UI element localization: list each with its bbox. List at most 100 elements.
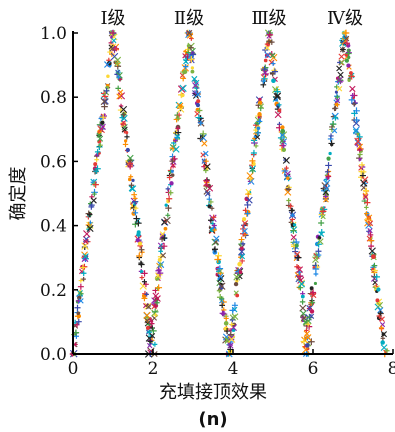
point-marker: [143, 311, 151, 319]
point-marker: [132, 195, 138, 201]
point-marker: [233, 281, 239, 287]
point-marker: [190, 69, 195, 74]
point-marker: [186, 29, 193, 37]
point-marker: [195, 103, 201, 108]
point-marker: [323, 185, 331, 192]
y-tick-label: 1.0: [40, 24, 67, 44]
point-marker: [300, 294, 305, 299]
point-marker: [78, 298, 84, 304]
point-marker: [188, 56, 195, 63]
point-marker: [111, 37, 117, 44]
point-marker: [336, 86, 343, 92]
point-marker: [220, 310, 227, 317]
point-marker: [73, 342, 78, 347]
point-marker: [165, 204, 172, 212]
point-marker: [347, 55, 351, 60]
point-marker: [338, 53, 345, 60]
point-marker: [147, 342, 153, 349]
point-marker: [307, 338, 315, 346]
x-tick-label: 4: [228, 359, 239, 379]
point-marker: [290, 212, 295, 218]
point-marker: [262, 69, 269, 77]
point-marker: [271, 68, 279, 75]
point-marker: [165, 186, 171, 192]
point-marker: [296, 266, 304, 273]
point-marker: [191, 75, 198, 82]
point-marker: [328, 151, 332, 156]
point-marker: [208, 199, 214, 205]
point-marker: [103, 87, 110, 94]
point-marker: [227, 335, 236, 343]
point-marker: [136, 232, 141, 237]
point-marker: [198, 120, 204, 126]
point-marker: [238, 248, 246, 256]
point-marker: [316, 252, 322, 258]
point-marker: [250, 149, 258, 157]
point-marker: [141, 279, 147, 285]
point-marker: [92, 191, 97, 197]
level-label: Ⅰ级: [100, 8, 125, 29]
point-marker: [258, 97, 262, 102]
point-marker: [152, 341, 158, 347]
point-marker: [306, 314, 313, 321]
point-marker: [94, 157, 100, 163]
point-marker: [170, 173, 175, 177]
point-marker: [350, 92, 356, 98]
point-marker: [284, 188, 292, 196]
point-marker: [349, 71, 353, 75]
panel-label: (n): [198, 409, 227, 430]
point-marker: [239, 253, 246, 260]
point-marker: [367, 220, 374, 227]
point-marker: [282, 156, 290, 164]
point-marker: [104, 61, 111, 68]
point-marker: [238, 270, 243, 275]
point-marker: [262, 70, 269, 78]
point-marker: [325, 162, 332, 169]
point-marker: [211, 246, 219, 253]
point-marker: [170, 163, 176, 169]
point-marker: [349, 85, 356, 93]
point-marker: [344, 58, 350, 63]
point-marker: [128, 174, 134, 180]
point-marker: [143, 281, 149, 288]
point-marker: [351, 101, 357, 107]
point-marker: [175, 134, 181, 140]
point-marker: [168, 190, 174, 196]
point-marker: [156, 267, 162, 273]
point-marker: [133, 215, 140, 222]
point-marker: [131, 191, 138, 198]
point-marker: [277, 108, 282, 113]
point-marker: [330, 142, 334, 147]
point-marker: [255, 121, 259, 126]
point-marker: [78, 291, 84, 297]
point-marker: [364, 205, 369, 210]
point-marker: [346, 63, 351, 68]
point-marker: [141, 270, 148, 277]
point-marker: [120, 111, 127, 118]
point-marker: [317, 238, 324, 245]
point-marker: [149, 325, 155, 331]
point-marker: [117, 92, 126, 100]
point-marker: [378, 310, 383, 316]
point-marker: [125, 147, 130, 153]
point-marker: [116, 74, 121, 80]
point-marker: [201, 140, 208, 147]
point-marker: [138, 246, 145, 253]
point-marker: [286, 198, 292, 203]
point-marker: [92, 181, 99, 188]
point-marker: [139, 270, 144, 274]
point-marker: [172, 145, 180, 153]
point-marker: [145, 325, 151, 331]
point-marker: [340, 46, 346, 53]
point-marker: [364, 219, 372, 227]
point-marker: [257, 112, 262, 117]
point-marker: [356, 132, 360, 136]
point-marker: [271, 67, 278, 74]
axes: [72, 31, 394, 355]
point-marker: [299, 304, 307, 312]
point-marker: [263, 58, 268, 63]
point-marker: [145, 304, 152, 310]
point-marker: [144, 317, 150, 324]
point-marker: [288, 207, 295, 214]
